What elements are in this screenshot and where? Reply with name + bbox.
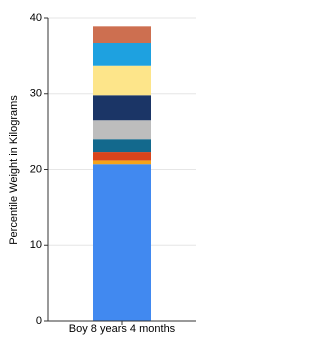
bar-segment	[93, 120, 151, 140]
bar-segment	[93, 26, 151, 43]
x-tick-label: Boy 8 years 4 months	[69, 323, 176, 335]
bar-segment	[93, 95, 151, 121]
y-tick-label: 10	[30, 239, 42, 251]
y-axis-label: Percentile Weight in Kilograms	[8, 95, 20, 245]
bar-segment	[93, 164, 151, 321]
y-tick-label: 40	[30, 12, 42, 24]
y-tick-label: 20	[30, 163, 42, 175]
chart: Percentile Weight in Kilograms 0 10 20 30 40…	[8, 12, 196, 335]
bar-segment	[93, 152, 151, 161]
bar-segment	[93, 42, 151, 66]
y-tick-label: 0	[36, 315, 42, 327]
bar-segment	[93, 139, 151, 153]
y-tick-label: 30	[30, 88, 42, 100]
bar-segment	[93, 65, 151, 96]
bar-segment	[93, 160, 151, 165]
